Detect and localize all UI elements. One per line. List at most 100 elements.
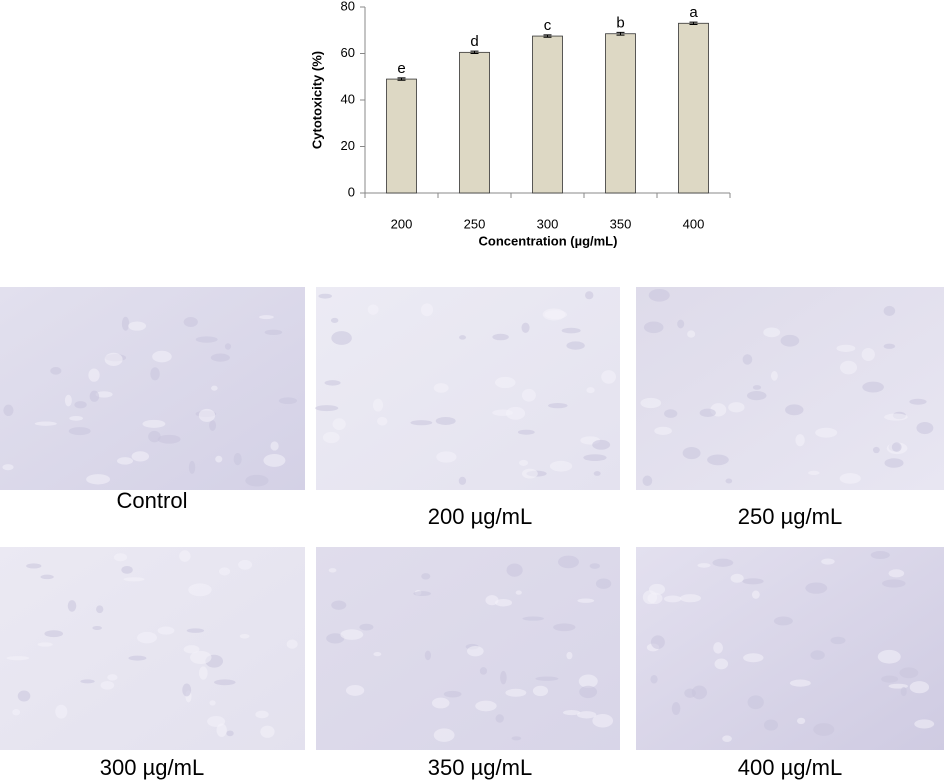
cell (359, 623, 374, 631)
cell (95, 391, 113, 398)
cell (40, 574, 54, 580)
cell (255, 710, 269, 719)
cell (730, 573, 744, 583)
cell (209, 420, 217, 431)
significance-letter: d (470, 33, 478, 50)
cell (131, 451, 150, 462)
cell (475, 700, 497, 712)
cell (697, 563, 711, 568)
cell (373, 651, 382, 657)
cell (260, 725, 275, 738)
cell (214, 679, 236, 686)
cell (785, 404, 804, 416)
cell (494, 598, 513, 607)
cell (647, 592, 663, 605)
cell (492, 409, 513, 416)
cell (148, 430, 161, 443)
cell (210, 353, 230, 362)
cell (773, 616, 793, 626)
cell (458, 476, 467, 485)
cell (728, 402, 745, 413)
micrograph (0, 547, 305, 750)
cell (74, 401, 87, 409)
cell (743, 653, 764, 663)
cell (813, 723, 835, 736)
error-bar (470, 50, 479, 54)
cell (577, 598, 595, 603)
cell (68, 427, 91, 436)
cell (64, 394, 72, 407)
cell (839, 360, 858, 375)
cell (345, 685, 365, 696)
cell (654, 426, 672, 436)
cell (506, 563, 523, 577)
significance-letter: c (544, 17, 552, 34)
cell (650, 635, 665, 650)
cell (183, 317, 198, 327)
x-axis-title: Concentration (µg/mL) (479, 233, 618, 248)
cell (648, 288, 670, 302)
cell (128, 321, 147, 331)
cell (332, 418, 346, 431)
cell (88, 368, 100, 382)
cell (113, 553, 128, 562)
cell (367, 304, 379, 315)
significance-letter: e (397, 60, 405, 77)
bar (386, 78, 417, 194)
cell (443, 690, 462, 698)
cell (195, 336, 218, 343)
cell (836, 344, 856, 352)
cell (495, 714, 504, 723)
cell (707, 454, 729, 466)
cell (909, 681, 930, 694)
image-caption: 400 µg/mL (738, 755, 842, 780)
cell (318, 293, 332, 299)
cell (324, 380, 341, 386)
x-tick-label: 250 (464, 216, 486, 231)
cell (577, 711, 597, 719)
cell (142, 419, 166, 428)
bar (532, 35, 563, 194)
cell (211, 385, 218, 391)
cell (420, 303, 434, 317)
cell (433, 383, 449, 393)
y-tick-label: 0 (348, 184, 355, 199)
cell (44, 630, 64, 638)
cell (137, 631, 157, 644)
cell (17, 690, 31, 702)
cell (808, 470, 820, 475)
cell (884, 413, 908, 421)
cell (650, 674, 658, 684)
cell (188, 460, 196, 474)
cell (157, 626, 175, 635)
cell (553, 623, 576, 632)
cell (595, 578, 612, 589)
cell (80, 679, 95, 684)
image-caption: 300 µg/mL (100, 755, 204, 780)
cell (2, 464, 14, 471)
cell (511, 736, 522, 741)
cell (157, 434, 181, 444)
cell (780, 334, 800, 347)
cell (259, 315, 274, 320)
cell (198, 666, 208, 680)
cell (226, 730, 234, 737)
cell (517, 429, 535, 435)
cell (92, 625, 102, 631)
image-caption: 350 µg/mL (428, 755, 532, 780)
cell (872, 446, 880, 454)
cell (326, 633, 345, 644)
cell (888, 569, 905, 578)
x-tick-label: 200 (391, 216, 413, 231)
cell (494, 376, 516, 389)
cell (3, 404, 14, 417)
cell (712, 558, 734, 567)
cell (883, 343, 896, 349)
cell (479, 667, 488, 675)
cell (67, 600, 77, 612)
cell (322, 431, 340, 444)
cell (521, 468, 538, 479)
cell (116, 457, 134, 465)
cell (883, 305, 896, 316)
cell (188, 583, 212, 597)
